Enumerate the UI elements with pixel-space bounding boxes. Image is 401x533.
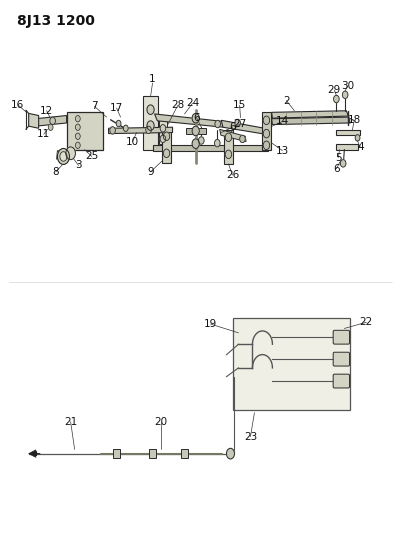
Polygon shape: [36, 116, 67, 126]
Circle shape: [163, 132, 170, 141]
Polygon shape: [186, 128, 206, 134]
Text: 22: 22: [360, 317, 373, 327]
Text: 5: 5: [335, 152, 342, 163]
Polygon shape: [221, 120, 271, 135]
Text: 4: 4: [357, 142, 364, 152]
Polygon shape: [154, 114, 224, 127]
Polygon shape: [271, 111, 348, 118]
Text: 8J13 1200: 8J13 1200: [17, 14, 95, 28]
Polygon shape: [57, 151, 69, 160]
Circle shape: [263, 141, 269, 150]
Circle shape: [235, 119, 241, 127]
Polygon shape: [143, 96, 158, 150]
Circle shape: [160, 135, 166, 143]
Text: 20: 20: [154, 417, 167, 427]
Circle shape: [147, 121, 154, 131]
Text: 29: 29: [328, 85, 341, 95]
Polygon shape: [28, 114, 38, 128]
Text: 17: 17: [110, 103, 123, 113]
Polygon shape: [336, 144, 358, 150]
Polygon shape: [224, 131, 233, 164]
Circle shape: [48, 124, 53, 131]
Circle shape: [75, 133, 80, 140]
FancyBboxPatch shape: [149, 449, 156, 458]
Text: 30: 30: [341, 81, 354, 91]
Polygon shape: [152, 146, 268, 151]
Text: 14: 14: [276, 116, 289, 126]
Circle shape: [198, 137, 204, 144]
Circle shape: [355, 135, 360, 141]
Text: 12: 12: [40, 106, 53, 116]
Polygon shape: [220, 130, 246, 142]
Text: 21: 21: [64, 417, 77, 427]
Circle shape: [50, 117, 55, 125]
Circle shape: [225, 133, 232, 142]
Text: 16: 16: [11, 100, 24, 110]
Circle shape: [340, 160, 346, 167]
Text: 10: 10: [126, 136, 139, 147]
Text: 13: 13: [276, 146, 289, 156]
Polygon shape: [28, 450, 36, 457]
Text: 1: 1: [149, 75, 156, 84]
Text: 6: 6: [333, 164, 340, 174]
Text: 6: 6: [229, 122, 236, 132]
Circle shape: [192, 126, 199, 136]
Text: 27: 27: [233, 119, 246, 129]
Text: 2: 2: [283, 95, 290, 106]
Circle shape: [57, 149, 69, 165]
Circle shape: [75, 124, 80, 131]
Circle shape: [192, 139, 199, 149]
Circle shape: [146, 126, 151, 134]
Text: 24: 24: [186, 98, 199, 108]
Circle shape: [110, 127, 115, 134]
Circle shape: [263, 130, 269, 138]
Circle shape: [163, 149, 170, 158]
Circle shape: [342, 91, 348, 99]
Text: 23: 23: [244, 432, 257, 442]
Polygon shape: [271, 117, 350, 125]
Circle shape: [124, 125, 128, 132]
Circle shape: [75, 142, 80, 149]
Polygon shape: [261, 112, 271, 150]
Polygon shape: [336, 130, 360, 135]
Circle shape: [334, 95, 339, 103]
Text: 18: 18: [348, 115, 361, 125]
Text: 6: 6: [193, 112, 200, 123]
FancyBboxPatch shape: [333, 330, 350, 344]
Circle shape: [225, 150, 232, 159]
Circle shape: [227, 448, 235, 459]
Polygon shape: [158, 120, 167, 144]
Text: 11: 11: [37, 129, 51, 139]
Text: 28: 28: [171, 100, 184, 110]
Text: 8: 8: [53, 167, 59, 177]
FancyBboxPatch shape: [113, 449, 120, 458]
Circle shape: [160, 125, 166, 132]
Circle shape: [66, 147, 75, 160]
Circle shape: [75, 116, 80, 122]
Text: 9: 9: [147, 167, 154, 177]
Text: 7: 7: [91, 101, 98, 111]
Polygon shape: [109, 127, 172, 134]
Text: 19: 19: [204, 319, 217, 329]
Polygon shape: [67, 112, 103, 150]
Circle shape: [215, 120, 221, 128]
Circle shape: [60, 152, 67, 161]
Text: 15: 15: [233, 100, 246, 110]
Circle shape: [147, 105, 154, 115]
Text: 25: 25: [85, 151, 98, 161]
FancyBboxPatch shape: [233, 318, 350, 409]
Circle shape: [240, 135, 245, 143]
Circle shape: [215, 140, 220, 147]
Circle shape: [192, 114, 199, 123]
Polygon shape: [162, 130, 171, 163]
Circle shape: [116, 120, 121, 127]
Text: 26: 26: [226, 170, 239, 180]
FancyBboxPatch shape: [333, 352, 350, 366]
Circle shape: [263, 116, 269, 125]
FancyBboxPatch shape: [333, 374, 350, 388]
Text: 3: 3: [75, 160, 82, 171]
FancyBboxPatch shape: [181, 449, 188, 458]
